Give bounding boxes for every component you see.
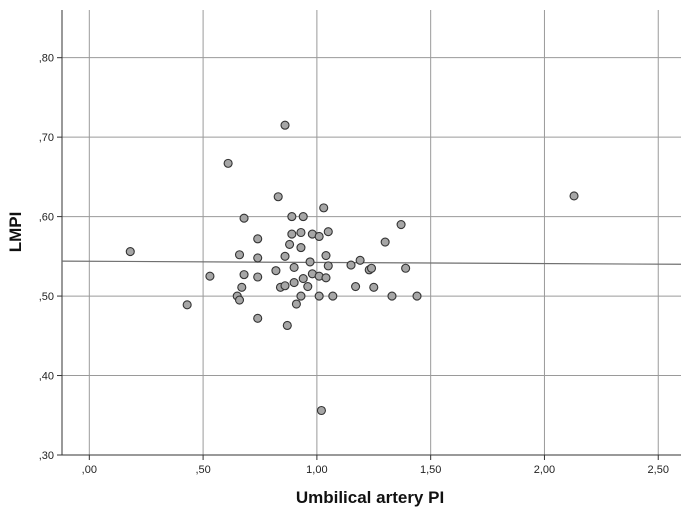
x-tick-label: 2,00 <box>534 464 555 476</box>
data-point <box>387 291 397 301</box>
data-point <box>569 191 579 201</box>
x-tick-label: ,00 <box>82 464 97 476</box>
data-point <box>298 212 308 222</box>
data-point <box>296 243 306 253</box>
data-point <box>289 278 299 288</box>
data-point <box>234 295 245 305</box>
data-point <box>280 251 290 261</box>
fit-line <box>61 260 682 265</box>
data-point <box>328 291 338 301</box>
data-point <box>305 257 315 267</box>
data-point <box>289 262 299 273</box>
data-point <box>296 227 306 238</box>
x-axis-title: Umbilical artery PI <box>296 488 444 507</box>
x-tick-label: 1,50 <box>420 464 441 476</box>
data-point <box>253 234 263 244</box>
data-point <box>321 250 331 261</box>
data-point <box>239 213 249 223</box>
y-tick-label: ,30 <box>39 450 54 462</box>
data-point <box>237 282 247 292</box>
data-point <box>314 291 324 301</box>
y-tick-label: ,60 <box>39 212 54 224</box>
tick-labels: ,30 ,40 ,50 ,60 ,70 ,80 ,00 ,50 1,00 1,50 2,00 2,50 <box>39 53 669 476</box>
x-tick-label: 1,00 <box>306 464 327 476</box>
y-tick-label: ,40 <box>39 371 54 383</box>
data-point <box>346 260 356 270</box>
data-point <box>205 271 215 281</box>
data-point <box>380 237 390 247</box>
y-axis-title: LMPI <box>6 212 25 253</box>
y-tick-label: ,80 <box>39 53 54 65</box>
x-tick-label: 2,50 <box>648 464 669 476</box>
data-point <box>323 261 333 271</box>
data-point <box>253 253 263 263</box>
data-point <box>396 220 406 230</box>
data-point <box>296 291 306 301</box>
data-point <box>323 227 333 237</box>
data-point <box>321 273 331 283</box>
y-tick-label: ,50 <box>39 291 54 303</box>
data-point <box>401 263 411 273</box>
y-tick-label: ,70 <box>39 132 54 144</box>
data-point <box>125 247 135 257</box>
data-point <box>369 282 379 292</box>
data-point <box>298 274 308 284</box>
data-point <box>273 192 283 202</box>
data-point <box>282 320 292 331</box>
data-point <box>285 239 295 249</box>
data-point <box>271 266 281 276</box>
grid <box>57 10 681 460</box>
x-tick-label: ,50 <box>195 464 210 476</box>
data-point <box>280 281 290 291</box>
data-point <box>303 281 313 292</box>
data-point <box>319 203 329 213</box>
data-point <box>316 405 326 416</box>
data-point <box>287 212 297 222</box>
data-point <box>182 300 192 310</box>
data-points <box>125 120 579 416</box>
data-point <box>253 272 263 282</box>
data-point <box>253 313 263 323</box>
data-point <box>234 250 245 260</box>
data-point <box>223 158 233 168</box>
data-point <box>351 281 361 292</box>
data-point <box>314 231 324 242</box>
fit-line-layer <box>61 260 682 265</box>
data-point <box>287 229 297 239</box>
data-point <box>280 120 290 130</box>
data-point <box>366 263 377 273</box>
data-point <box>412 291 422 301</box>
data-point <box>239 270 249 280</box>
data-point <box>291 299 301 309</box>
data-point <box>355 255 365 265</box>
